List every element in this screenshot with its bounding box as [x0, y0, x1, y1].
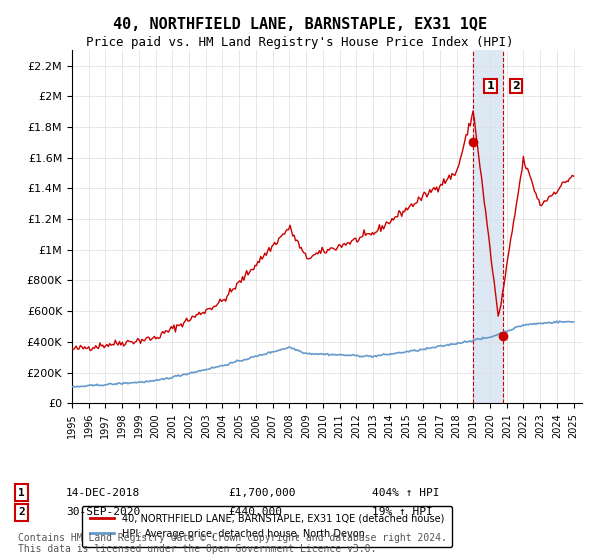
Text: 2: 2 — [512, 81, 520, 91]
Text: 1: 1 — [487, 81, 494, 91]
Text: 14-DEC-2018: 14-DEC-2018 — [66, 488, 140, 498]
Text: Contains HM Land Registry data © Crown copyright and database right 2024.
This d: Contains HM Land Registry data © Crown c… — [18, 533, 447, 554]
Text: Price paid vs. HM Land Registry's House Price Index (HPI): Price paid vs. HM Land Registry's House … — [86, 36, 514, 49]
Text: 40, NORTHFIELD LANE, BARNSTAPLE, EX31 1QE: 40, NORTHFIELD LANE, BARNSTAPLE, EX31 1Q… — [113, 17, 487, 32]
Text: 404% ↑ HPI: 404% ↑ HPI — [372, 488, 439, 498]
Bar — [473, 50, 503, 403]
Text: 1: 1 — [18, 488, 25, 498]
Text: £1,700,000: £1,700,000 — [228, 488, 296, 498]
Legend: 40, NORTHFIELD LANE, BARNSTAPLE, EX31 1QE (detached house), HPI: Average price, : 40, NORTHFIELD LANE, BARNSTAPLE, EX31 1Q… — [82, 506, 452, 547]
Text: 30-SEP-2020: 30-SEP-2020 — [66, 507, 140, 517]
Text: £440,000: £440,000 — [228, 507, 282, 517]
Text: 19% ↑ HPI: 19% ↑ HPI — [372, 507, 433, 517]
Text: 2: 2 — [18, 507, 25, 517]
